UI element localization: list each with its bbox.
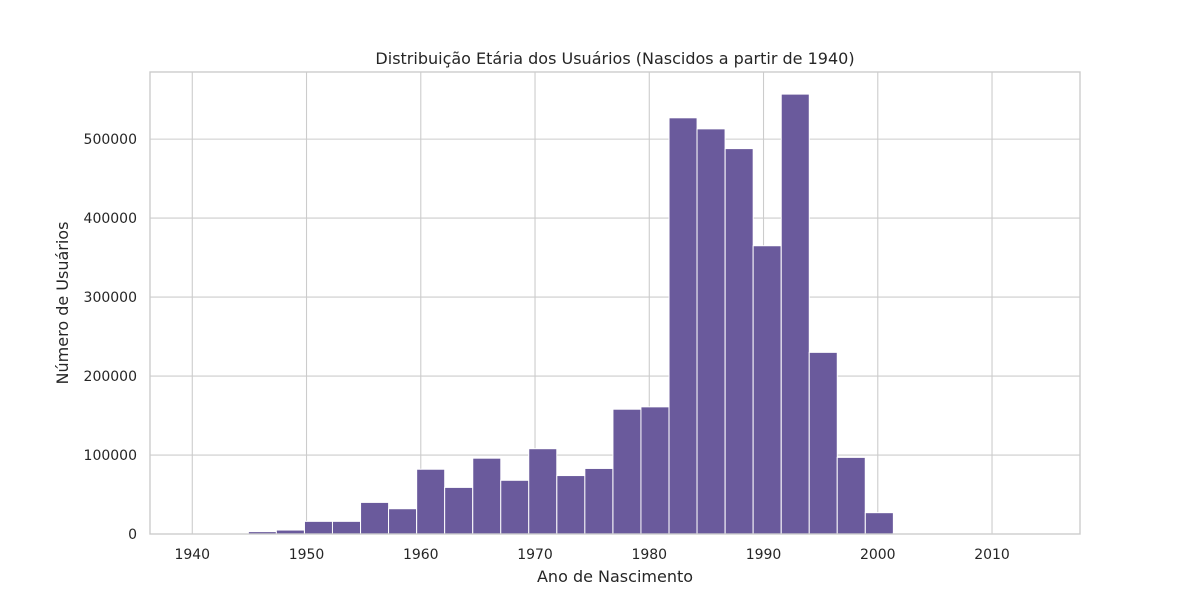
- bars: [248, 94, 1061, 534]
- y-tick-label: 500000: [84, 132, 137, 148]
- histogram-bar-7: [389, 509, 417, 534]
- histogram-bar-4: [304, 521, 332, 534]
- y-tick-label: 300000: [84, 290, 137, 306]
- histogram-bar-16: [641, 407, 669, 534]
- histogram-bar-11: [501, 480, 529, 534]
- histogram-bar-23: [837, 457, 865, 534]
- y-tick-label: 0: [128, 527, 137, 543]
- y-tick-label: 100000: [84, 448, 137, 464]
- x-tick-label: 1990: [746, 547, 782, 563]
- x-tick-label: 1960: [403, 547, 439, 563]
- histogram-bar-8: [417, 469, 445, 534]
- histogram-bar-6: [361, 502, 389, 534]
- histogram-bar-18: [697, 129, 725, 534]
- y-tick-labels: 0 100000 200000 300000 400000 500000: [84, 132, 137, 543]
- histogram-bar-10: [473, 458, 501, 534]
- x-tick-label: 1970: [517, 547, 553, 563]
- x-tick-label: 2010: [974, 547, 1010, 563]
- histogram-bar-13: [557, 476, 585, 534]
- histogram-bar-22: [809, 352, 837, 534]
- x-tick-label: 1980: [631, 547, 667, 563]
- y-axis-label: Número de Usuários: [53, 222, 72, 385]
- histogram-bar-12: [529, 449, 557, 534]
- histogram-bar-14: [585, 468, 613, 534]
- histogram-bar-20: [753, 246, 781, 534]
- histogram-bar-9: [445, 487, 473, 534]
- histogram-bar-5: [332, 521, 360, 534]
- histogram-bar-24: [865, 513, 893, 534]
- x-tick-label: 2000: [860, 547, 896, 563]
- histogram-bar-21: [781, 94, 809, 534]
- y-tick-label: 400000: [84, 211, 137, 227]
- y-tick-label: 200000: [84, 369, 137, 385]
- histogram-bar-15: [613, 409, 641, 534]
- chart-title: Distribuição Etária dos Usuários (Nascid…: [375, 49, 854, 68]
- x-axis-label: Ano de Nascimento: [537, 567, 693, 586]
- x-tick-labels: 1940 1950 1960 1970 1980 1990 2000 2010: [174, 547, 1009, 563]
- x-tick-label: 1940: [174, 547, 210, 563]
- histogram-bar-19: [725, 149, 753, 534]
- x-tick-label: 1950: [289, 547, 325, 563]
- histogram-bar-17: [669, 118, 697, 534]
